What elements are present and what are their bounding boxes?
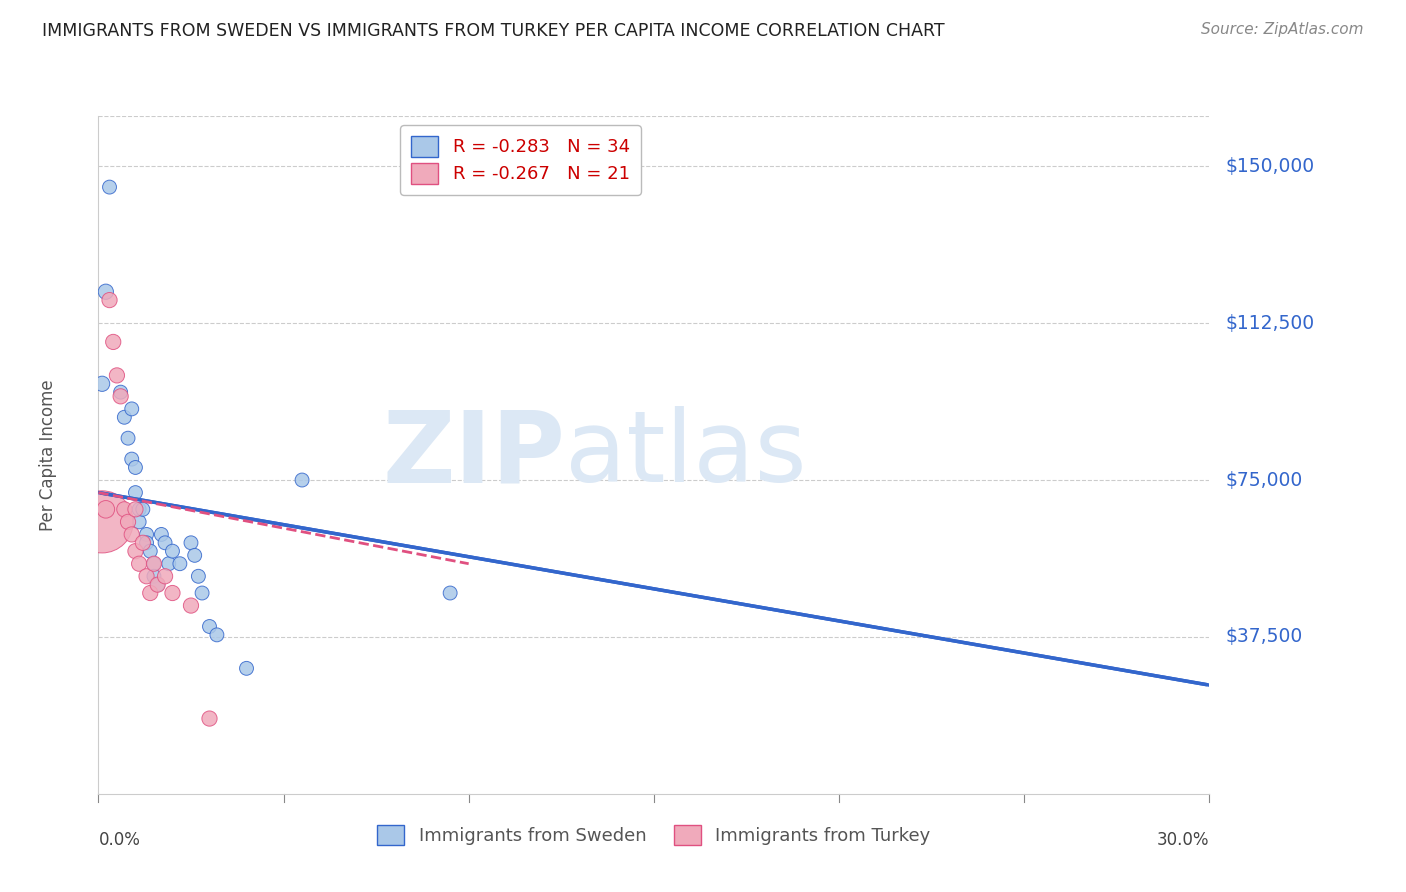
Point [94, 285, 117, 299]
Point [187, 569, 209, 583]
Point [121, 452, 143, 467]
Point [91, 376, 114, 391]
Text: $37,500: $37,500 [1226, 627, 1303, 647]
Point [162, 586, 184, 600]
Point [180, 536, 202, 550]
Point [128, 515, 150, 529]
Point [117, 515, 139, 529]
Text: atlas: atlas [565, 407, 807, 503]
Point [153, 569, 176, 583]
Point [139, 544, 162, 558]
Point [91, 515, 114, 529]
Point [169, 557, 191, 571]
Point [103, 334, 125, 349]
Text: $150,000: $150,000 [1226, 157, 1315, 176]
Point [132, 502, 155, 516]
Legend: Immigrants from Sweden, Immigrants from Turkey: Immigrants from Sweden, Immigrants from … [370, 817, 938, 853]
Text: $75,000: $75,000 [1226, 470, 1303, 490]
Text: ZIP: ZIP [382, 407, 565, 503]
Text: Source: ZipAtlas.com: Source: ZipAtlas.com [1201, 22, 1364, 37]
Point [124, 485, 146, 500]
Point [146, 577, 169, 591]
Point [128, 502, 150, 516]
Point [112, 410, 135, 425]
Point [135, 536, 157, 550]
Point [162, 544, 184, 558]
Text: IMMIGRANTS FROM SWEDEN VS IMMIGRANTS FROM TURKEY PER CAPITA INCOME CORRELATION C: IMMIGRANTS FROM SWEDEN VS IMMIGRANTS FRO… [42, 22, 945, 40]
Text: Per Capita Income: Per Capita Income [39, 379, 58, 531]
Point [121, 401, 143, 416]
Point [157, 557, 180, 571]
Point [135, 569, 157, 583]
Point [439, 586, 461, 600]
Point [98, 293, 121, 307]
Point [180, 599, 202, 613]
Point [235, 661, 257, 675]
Point [143, 557, 166, 571]
Point [124, 460, 146, 475]
Point [132, 536, 155, 550]
Text: 30.0%: 30.0% [1157, 831, 1209, 849]
Point [139, 586, 162, 600]
Point [198, 712, 221, 726]
Point [291, 473, 314, 487]
Text: $112,500: $112,500 [1226, 314, 1315, 333]
Point [153, 536, 176, 550]
Point [191, 586, 214, 600]
Point [124, 502, 146, 516]
Point [183, 549, 205, 563]
Point [110, 385, 132, 400]
Point [105, 368, 128, 383]
Point [112, 502, 135, 516]
Point [143, 569, 166, 583]
Point [110, 389, 132, 403]
Point [94, 502, 117, 516]
Point [146, 577, 169, 591]
Point [198, 619, 221, 633]
Point [124, 544, 146, 558]
Point [135, 527, 157, 541]
Point [150, 527, 173, 541]
Text: 0.0%: 0.0% [98, 831, 141, 849]
Point [117, 431, 139, 445]
Point [143, 557, 166, 571]
Point [128, 557, 150, 571]
Point [121, 527, 143, 541]
Point [205, 628, 228, 642]
Point [98, 180, 121, 194]
